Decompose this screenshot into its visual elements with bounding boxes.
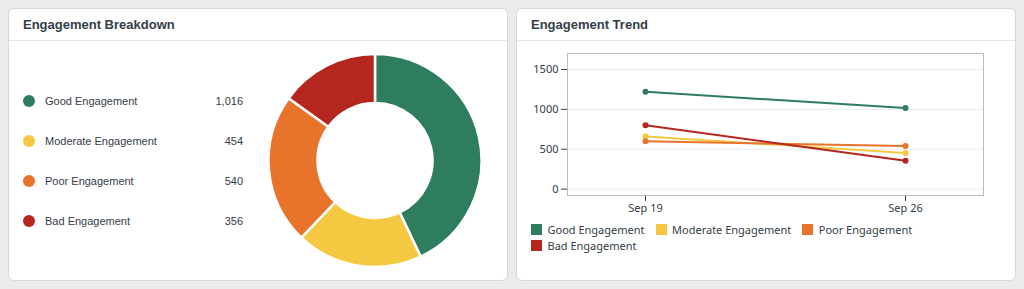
- html-text:Moderate Engagement: Moderate Engagement: [45, 134, 157, 147]
- html-text:Bad Engagement: Bad Engagement: [45, 214, 130, 227]
- svg-text:Sep 19: Sep 19: [628, 200, 662, 215]
- html-text:454: 454: [224, 134, 243, 147]
- html-text:Engagement Trend: Engagement Trend: [531, 17, 648, 32]
- html-text:540: 540: [224, 174, 243, 187]
- svg-text:1000: 1000: [533, 101, 558, 116]
- html-text:Good Engagement: Good Engagement: [45, 94, 138, 107]
- svg-text:0: 0: [552, 181, 558, 196]
- html-text:356: 356: [224, 214, 243, 227]
- html-text:Engagement Breakdown: Engagement Breakdown: [23, 17, 175, 32]
- html-text:Poor Engagement: Poor Engagement: [45, 174, 134, 187]
- svg-text:Sep 26: Sep 26: [888, 200, 922, 215]
- svg-text:1500: 1500: [533, 61, 558, 76]
- html-text:Bad Engagement: Bad Engagement: [547, 238, 637, 254]
- html-text:1,016: 1,016: [215, 94, 243, 107]
- svg-text:500: 500: [540, 141, 559, 156]
- html-text:Poor Engagement: Poor Engagement: [818, 221, 913, 237]
- html-text:Moderate Engagement: Moderate Engagement: [672, 221, 792, 237]
- html-text:Good Engagement: Good Engagement: [547, 221, 645, 237]
